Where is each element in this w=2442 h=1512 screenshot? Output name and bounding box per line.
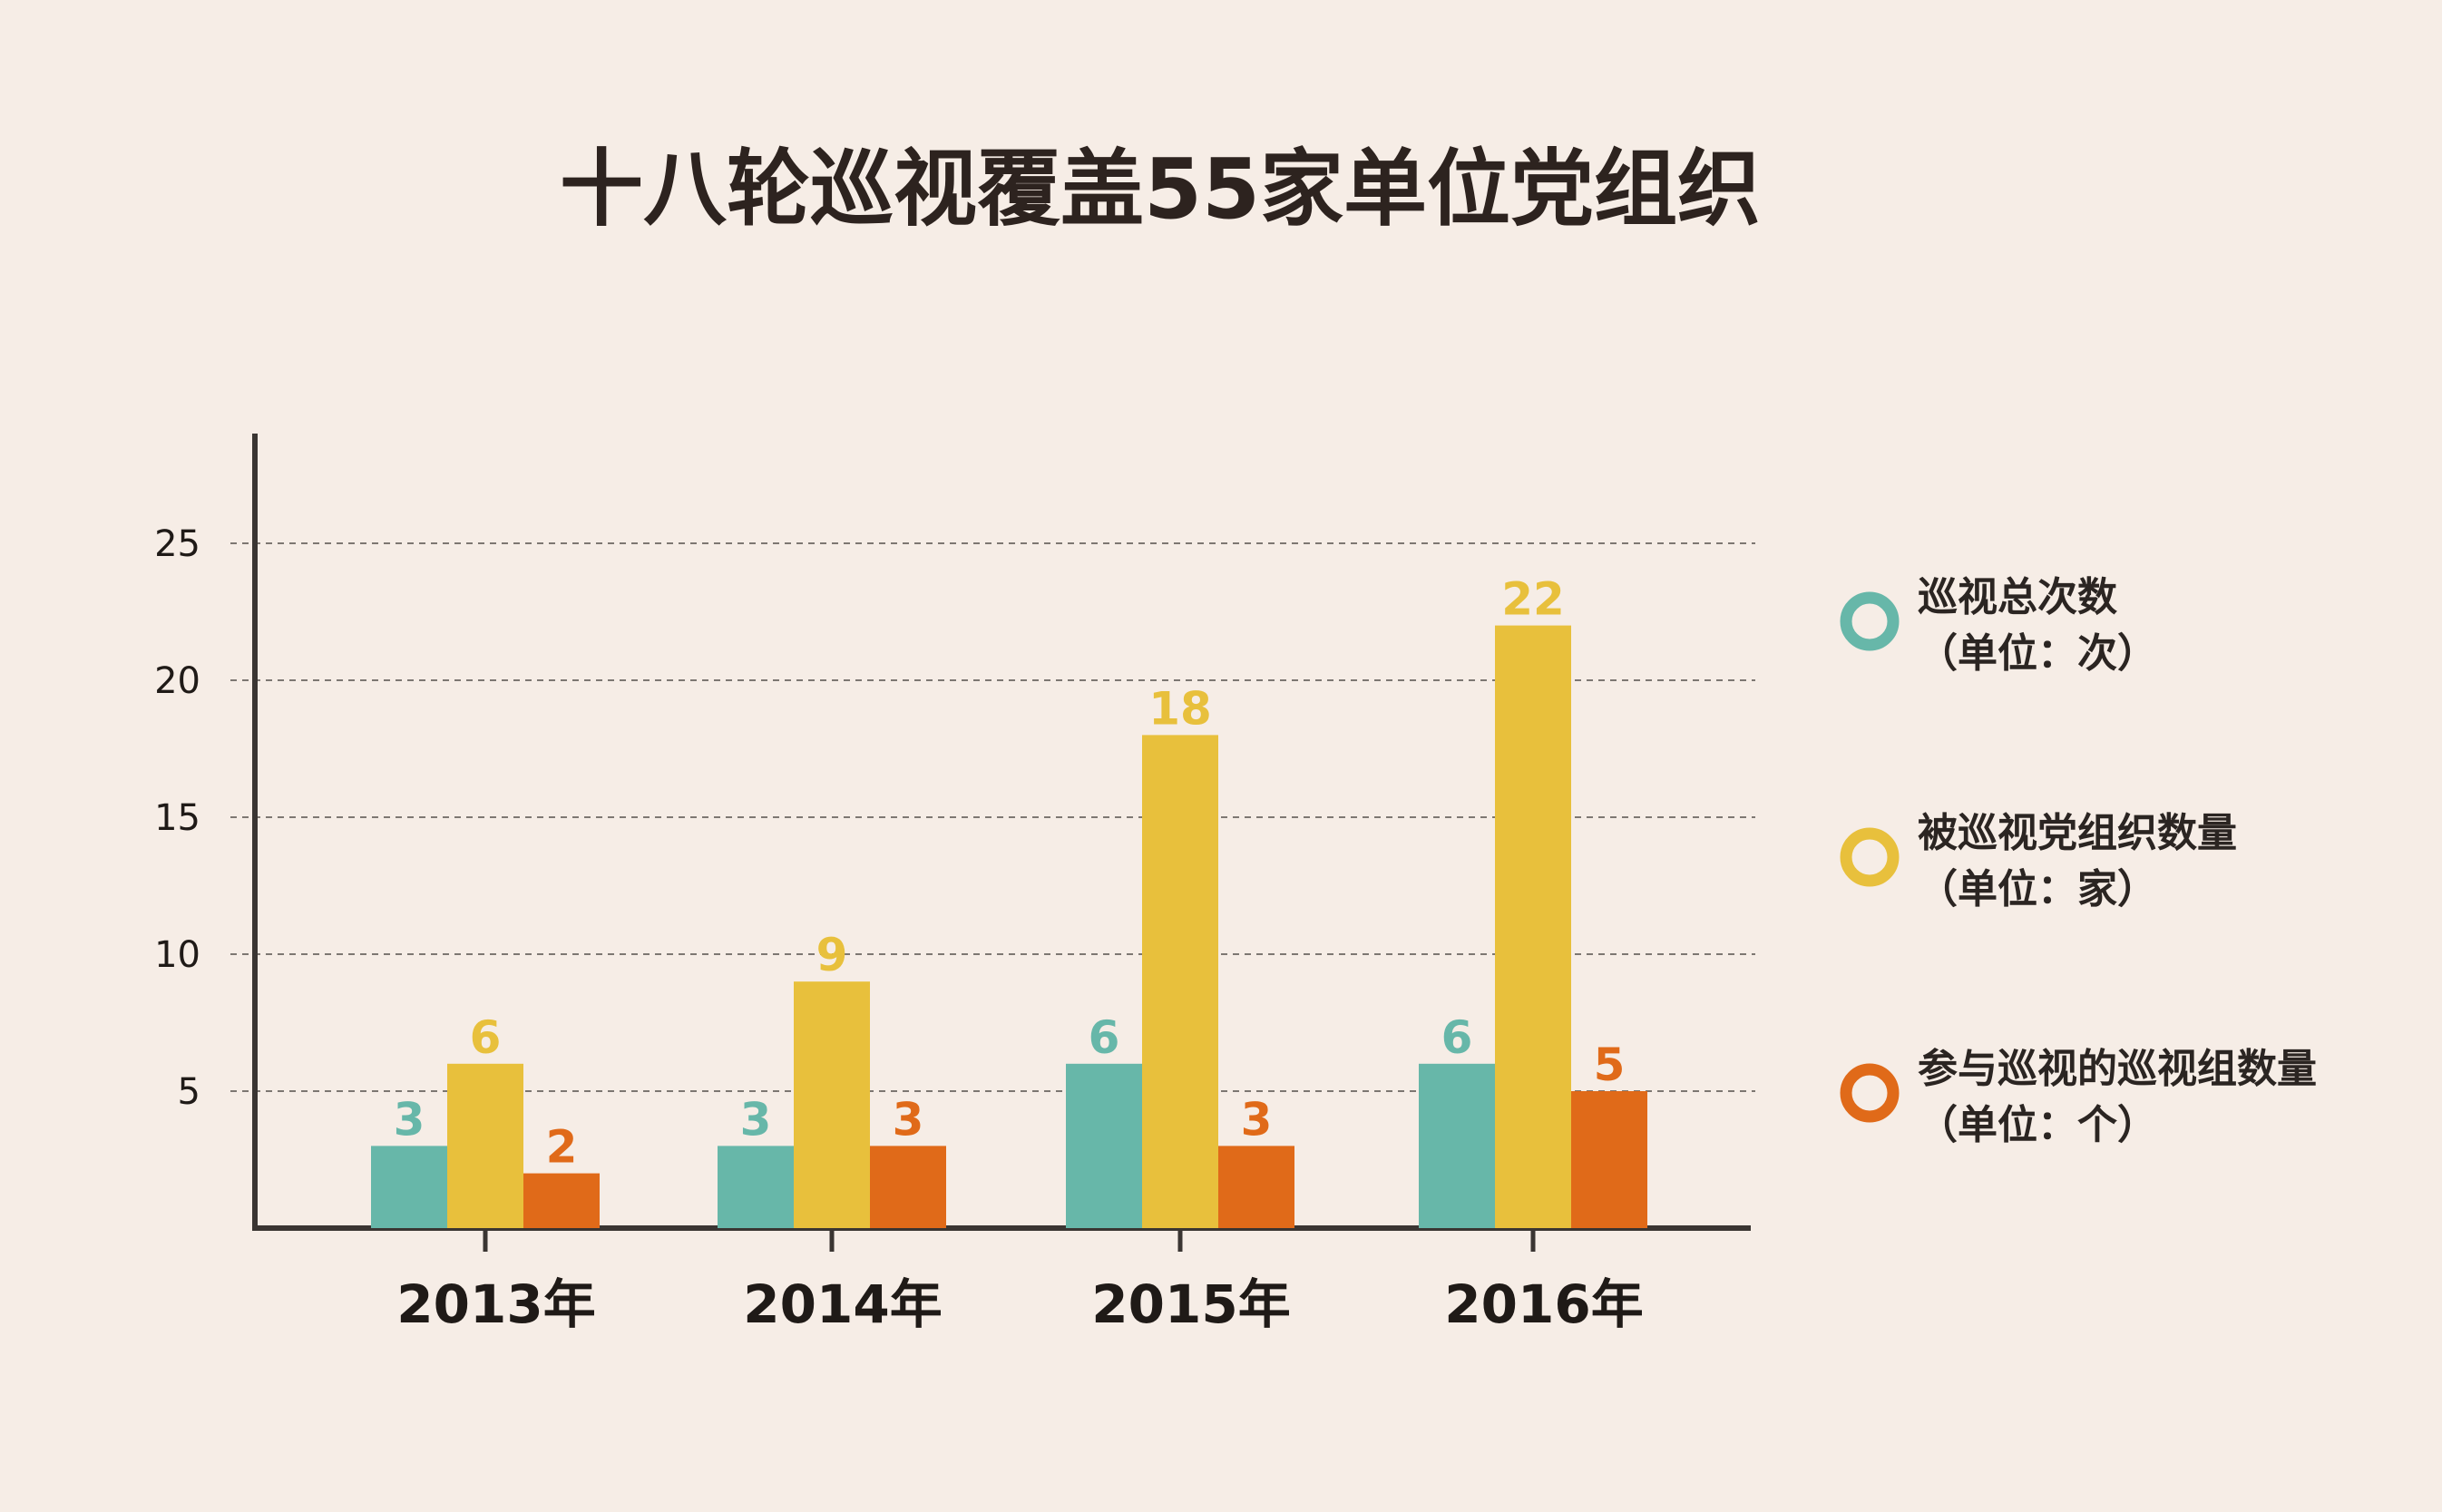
data-label: 3: [740, 1093, 772, 1146]
legend-unit: （单位：家）: [1918, 866, 2157, 912]
bar: [870, 1146, 946, 1228]
bar: [523, 1173, 600, 1228]
data-label: 3: [394, 1093, 425, 1146]
y-tick-label: 10: [154, 934, 200, 976]
legend-marker: [1840, 591, 1900, 651]
data-label: 3: [893, 1093, 924, 1146]
bar: [1142, 735, 1218, 1228]
y-tick-label: 5: [178, 1071, 200, 1113]
data-label: 6: [1089, 1011, 1120, 1064]
data-label: 6: [1441, 1011, 1473, 1064]
data-label: 18: [1148, 682, 1212, 735]
bar: [1066, 1063, 1142, 1228]
legend-marker: [1840, 827, 1900, 887]
y-tick-label: 20: [154, 660, 200, 702]
bar: [718, 1146, 794, 1228]
data-label: 3: [1241, 1093, 1273, 1146]
data-label: 6: [470, 1011, 502, 1064]
data-label: 22: [1501, 573, 1565, 626]
data-label: 2: [546, 1121, 578, 1174]
bar: [1218, 1146, 1294, 1228]
bar: [1495, 625, 1571, 1228]
bar: [371, 1146, 447, 1228]
legend-marker: [1840, 1063, 1900, 1123]
legend: 巡视总次数 （单位：次） 被巡视党组织数量 （单位：家） 参与巡视的巡视组数量 （单位：个…: [1840, 574, 2317, 1148]
x-tick-label: 2013年: [396, 1273, 595, 1335]
bars: [371, 625, 1647, 1228]
x-tick-label: 2015年: [1091, 1273, 1290, 1335]
data-label: 9: [816, 929, 848, 981]
legend-unit: （单位：个）: [1918, 1102, 2157, 1148]
bar: [794, 981, 870, 1228]
x-tick-label: 2014年: [743, 1273, 942, 1335]
bar: [1419, 1063, 1495, 1228]
legend-unit: （单位：次）: [1918, 630, 2157, 677]
y-tick-label: 25: [154, 523, 200, 565]
y-tick-label: 15: [154, 797, 200, 839]
legend-label: 被巡视党组织数量: [1918, 810, 2237, 856]
x-tick-label: 2016年: [1444, 1273, 1643, 1335]
bar: [1571, 1091, 1647, 1228]
chart-title: 十八轮巡视覆盖55家单位党组织: [560, 141, 1761, 238]
bar: [447, 1063, 523, 1228]
legend-label: 巡视总次数: [1918, 574, 2117, 620]
legend-label: 参与巡视的巡视组数量: [1918, 1046, 2317, 1092]
data-label: 5: [1594, 1039, 1626, 1091]
